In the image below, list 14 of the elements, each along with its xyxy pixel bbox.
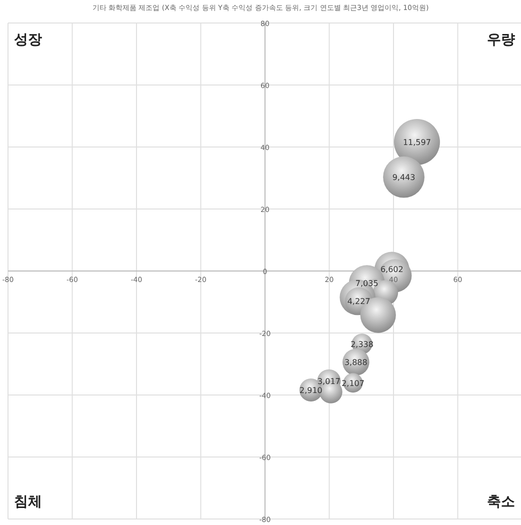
annotation: 성장 bbox=[14, 32, 42, 48]
annotation: 침체 bbox=[14, 494, 42, 510]
annotation: 9,443 bbox=[392, 173, 416, 182]
annotation: 2,338 bbox=[350, 340, 374, 349]
annotation: 3,888 bbox=[344, 358, 368, 368]
annotation: 2,107 bbox=[342, 378, 364, 388]
annotation: 3,017 bbox=[317, 377, 340, 386]
annotation: 7,035 bbox=[355, 279, 378, 288]
annotation: 6,602 bbox=[380, 265, 404, 274]
annotation: 2,910 bbox=[299, 386, 322, 396]
annotation: 11,597 bbox=[402, 138, 431, 148]
annotation: 우량 bbox=[487, 32, 515, 48]
annotation: 축소 bbox=[487, 494, 515, 510]
annotation: 4,227 bbox=[347, 297, 370, 306]
